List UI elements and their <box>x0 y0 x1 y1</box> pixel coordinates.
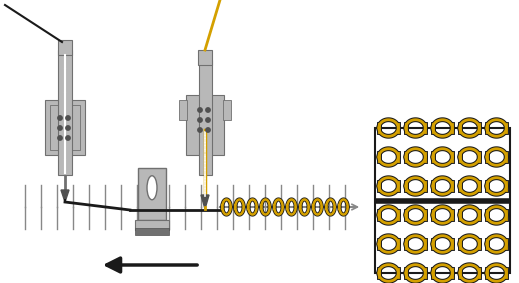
Bar <box>58 40 72 55</box>
Bar <box>135 220 169 230</box>
Circle shape <box>58 136 62 140</box>
Circle shape <box>198 118 202 122</box>
Bar <box>135 228 169 235</box>
Circle shape <box>58 126 62 130</box>
Circle shape <box>66 136 70 140</box>
Circle shape <box>198 108 202 112</box>
Circle shape <box>206 128 210 132</box>
Circle shape <box>206 118 210 122</box>
Circle shape <box>206 108 210 112</box>
Bar <box>223 100 231 120</box>
Bar <box>375 128 510 273</box>
Polygon shape <box>61 190 69 202</box>
Bar <box>138 168 166 220</box>
Circle shape <box>58 116 62 120</box>
Bar <box>45 100 85 155</box>
Bar <box>50 105 80 150</box>
Polygon shape <box>201 195 209 209</box>
Ellipse shape <box>147 176 157 200</box>
Bar <box>179 100 187 120</box>
Circle shape <box>198 128 202 132</box>
Bar <box>198 50 212 65</box>
Bar <box>186 95 224 155</box>
Circle shape <box>66 126 70 130</box>
Bar <box>198 60 212 175</box>
Bar <box>58 50 72 175</box>
Circle shape <box>66 116 70 120</box>
